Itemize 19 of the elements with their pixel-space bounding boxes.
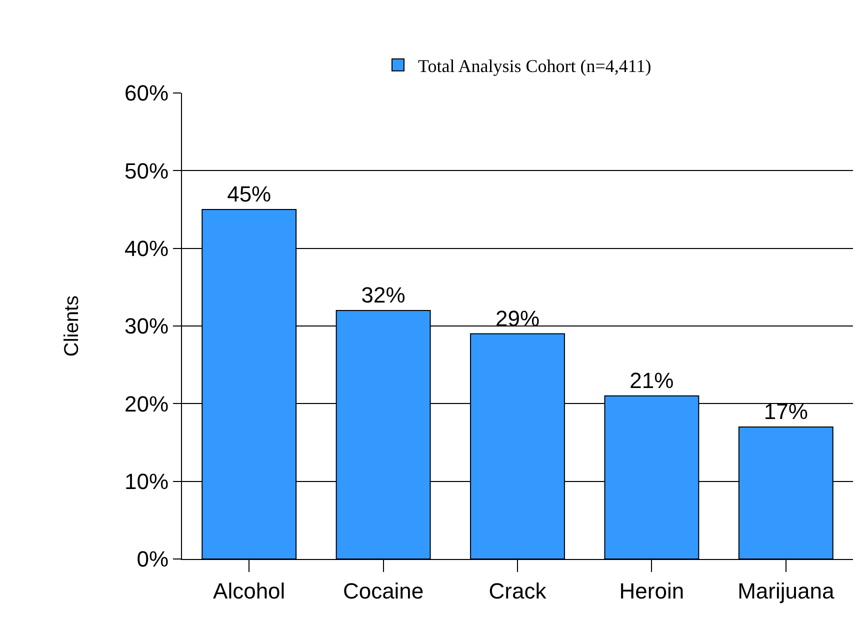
data-label: 17% bbox=[764, 398, 808, 424]
y-tick-label: 40% bbox=[124, 236, 169, 262]
x-tick-label: Heroin bbox=[619, 578, 684, 604]
y-tick-label: 30% bbox=[124, 314, 169, 339]
y-tick-label: 60% bbox=[124, 80, 169, 106]
data-label: 29% bbox=[495, 306, 540, 331]
y-tick-label: 20% bbox=[124, 391, 169, 416]
y-tick-label: 10% bbox=[124, 469, 169, 494]
data-label: 21% bbox=[630, 368, 674, 393]
x-tick-label: Marijuana bbox=[738, 578, 835, 604]
x-tick-label: Crack bbox=[488, 578, 548, 604]
y-axis-title: Clients bbox=[61, 295, 84, 357]
y-tick-label: 0% bbox=[136, 546, 169, 572]
data-label: 45% bbox=[227, 182, 272, 206]
legend-label: Total Analysis Cohort (n=4,411) bbox=[418, 56, 652, 76]
x-tick-label: Alcohol bbox=[213, 578, 286, 604]
data-label: 32% bbox=[361, 282, 406, 308]
y-tick-label: 50% bbox=[124, 158, 169, 184]
x-tick-label: Cocaine bbox=[342, 578, 424, 604]
